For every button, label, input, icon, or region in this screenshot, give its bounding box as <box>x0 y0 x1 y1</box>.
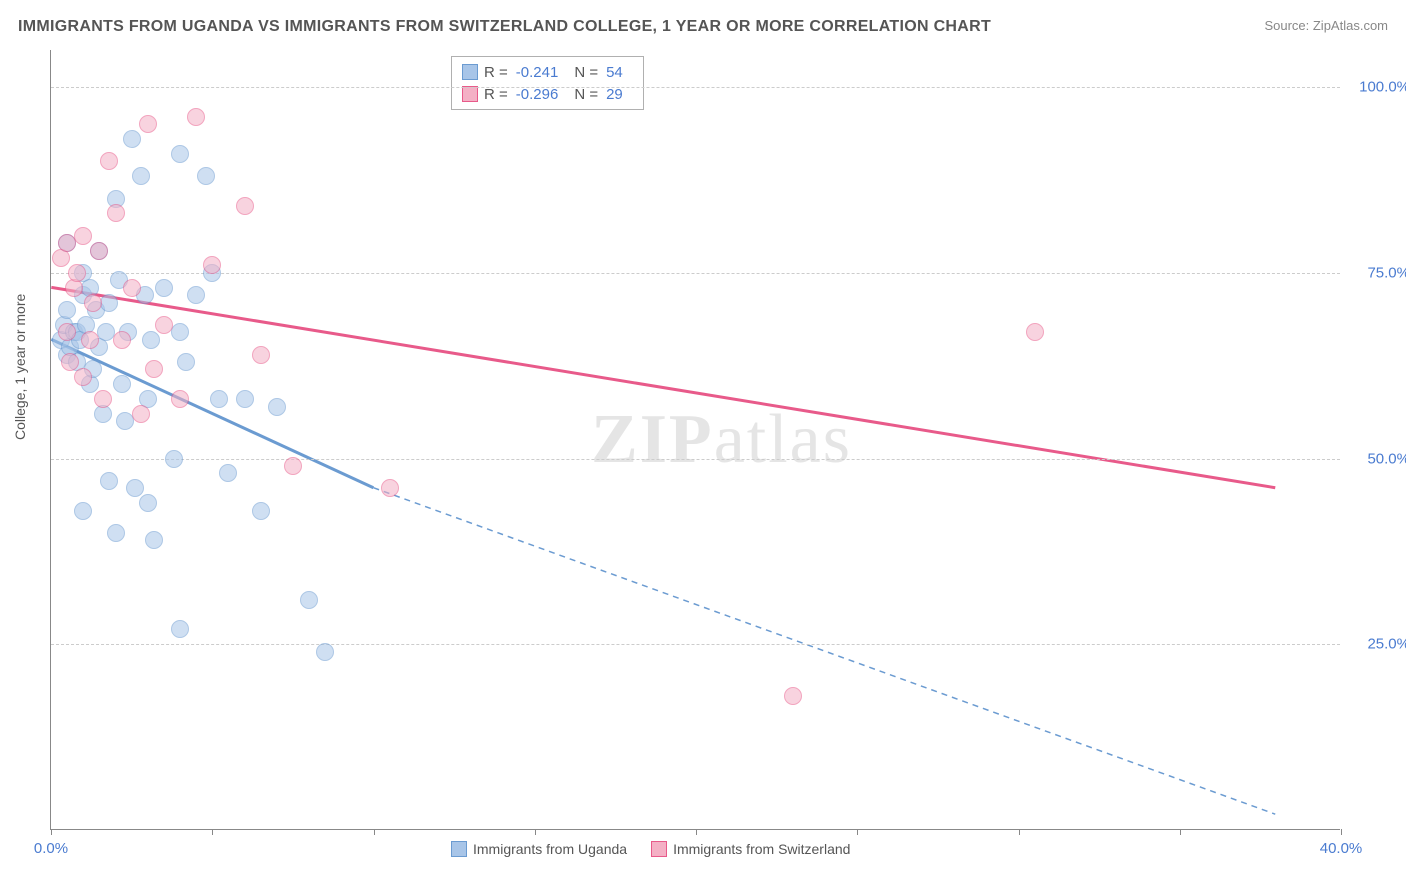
scatter-point <box>171 620 189 638</box>
legend-item: Immigrants from Uganda <box>451 841 627 857</box>
scatter-point <box>74 368 92 386</box>
scatter-point <box>113 375 131 393</box>
scatter-point <box>155 279 173 297</box>
scatter-point <box>132 405 150 423</box>
scatter-point <box>81 331 99 349</box>
scatter-point <box>74 502 92 520</box>
scatter-point <box>165 450 183 468</box>
stats-swatch <box>462 86 478 102</box>
legend-item: Immigrants from Switzerland <box>651 841 850 857</box>
scatter-point <box>139 494 157 512</box>
scatter-point <box>90 242 108 260</box>
x-tick-mark <box>1180 829 1181 835</box>
x-tick-mark <box>1341 829 1342 835</box>
scatter-point <box>197 167 215 185</box>
scatter-point <box>155 316 173 334</box>
scatter-point <box>74 227 92 245</box>
scatter-point <box>300 591 318 609</box>
scatter-point <box>187 108 205 126</box>
scatter-point <box>100 472 118 490</box>
stats-n-value: 54 <box>606 64 623 81</box>
source-attribution: Source: ZipAtlas.com <box>1264 18 1388 33</box>
scatter-point <box>107 524 125 542</box>
regression-lines <box>51 50 1340 829</box>
scatter-point <box>171 323 189 341</box>
x-tick-mark <box>1019 829 1020 835</box>
x-tick-mark <box>696 829 697 835</box>
stats-row: R = -0.241 N = 54 <box>462 61 633 83</box>
scatter-point <box>252 346 270 364</box>
x-tick-mark <box>51 829 52 835</box>
scatter-point <box>1026 323 1044 341</box>
legend-label: Immigrants from Uganda <box>473 841 627 857</box>
watermark: ZIPatlas <box>591 400 852 480</box>
scatter-point <box>236 390 254 408</box>
scatter-point <box>58 301 76 319</box>
legend-label: Immigrants from Switzerland <box>673 841 850 857</box>
scatter-point <box>171 390 189 408</box>
scatter-point <box>123 130 141 148</box>
legend-swatch <box>451 841 467 857</box>
legend-swatch <box>651 841 667 857</box>
scatter-point <box>219 464 237 482</box>
scatter-point <box>187 286 205 304</box>
scatter-point <box>61 353 79 371</box>
scatter-point <box>100 152 118 170</box>
scatter-point <box>784 687 802 705</box>
scatter-point <box>236 197 254 215</box>
y-tick-label: 75.0% <box>1350 264 1406 281</box>
scatter-point <box>113 331 131 349</box>
watermark-zip: ZIP <box>591 401 714 478</box>
stats-r-value: -0.241 <box>516 64 559 81</box>
x-tick-mark <box>212 829 213 835</box>
scatter-point <box>123 279 141 297</box>
stats-n-label: N = <box>574 64 598 81</box>
correlation-stats-box: R = -0.241N = 54R = -0.296N = 29 <box>451 56 644 110</box>
scatter-plot-area: ZIPatlas R = -0.241N = 54R = -0.296N = 2… <box>50 50 1340 830</box>
stats-swatch <box>462 64 478 80</box>
scatter-point <box>94 390 112 408</box>
scatter-point <box>132 167 150 185</box>
x-tick-mark <box>374 829 375 835</box>
scatter-point <box>171 145 189 163</box>
scatter-point <box>84 294 102 312</box>
scatter-point <box>142 331 160 349</box>
scatter-point <box>100 294 118 312</box>
gridline-horizontal <box>51 459 1340 460</box>
y-tick-label: 25.0% <box>1350 636 1406 653</box>
scatter-point <box>145 531 163 549</box>
x-tick-label: 40.0% <box>1320 840 1363 857</box>
gridline-horizontal <box>51 273 1340 274</box>
scatter-point <box>68 264 86 282</box>
scatter-point <box>284 457 302 475</box>
scatter-point <box>210 390 228 408</box>
chart-title: IMMIGRANTS FROM UGANDA VS IMMIGRANTS FRO… <box>18 18 991 36</box>
stats-r-label: R = <box>484 64 508 81</box>
scatter-point <box>203 256 221 274</box>
x-tick-mark <box>857 829 858 835</box>
watermark-atlas: atlas <box>714 401 852 478</box>
scatter-point <box>107 204 125 222</box>
gridline-horizontal <box>51 644 1340 645</box>
scatter-point <box>268 398 286 416</box>
y-axis-label: College, 1 year or more <box>12 294 28 440</box>
legend: Immigrants from Uganda Immigrants from Sw… <box>451 841 850 857</box>
scatter-point <box>126 479 144 497</box>
regression-line-dashed <box>373 488 1275 814</box>
y-tick-label: 50.0% <box>1350 450 1406 467</box>
scatter-point <box>139 115 157 133</box>
scatter-point <box>316 643 334 661</box>
scatter-point <box>177 353 195 371</box>
scatter-point <box>252 502 270 520</box>
y-tick-label: 100.0% <box>1350 79 1406 96</box>
x-tick-mark <box>535 829 536 835</box>
gridline-horizontal <box>51 87 1340 88</box>
scatter-point <box>381 479 399 497</box>
x-tick-label: 0.0% <box>34 840 68 857</box>
scatter-point <box>58 323 76 341</box>
scatter-point <box>145 360 163 378</box>
